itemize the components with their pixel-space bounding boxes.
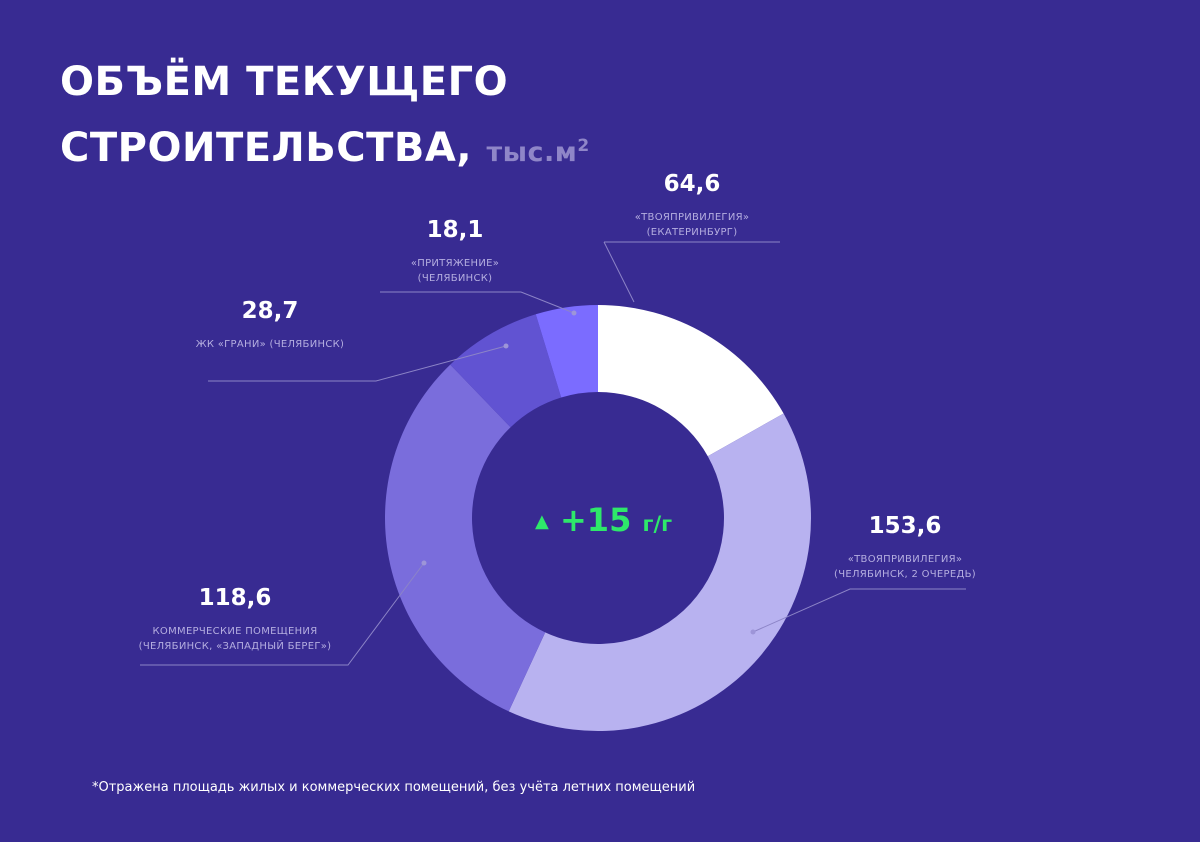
title-line-1: ОБЪЁМ ТЕКУЩЕГО [60, 59, 509, 105]
slice-name-line-2: (ЧЕЛЯБИНСК, «ЗАПАДНЫЙ БЕРЕГ») [138, 641, 332, 652]
slice-name: КОММЕРЧЕСКИЕ ПОМЕЩЕНИЯ (ЧЕЛЯБИНСК, «ЗАПА… [120, 624, 350, 654]
slice-name-line-1: «ТВОЯПРИВИЛЕГИЯ» [847, 554, 963, 565]
growth-value: +15 [559, 501, 632, 539]
growth-unit: г/г [642, 512, 673, 536]
chart-title: ОБЪЁМ ТЕКУЩЕГО СТРОИТЕЛЬСТВА, тыс.м2 [60, 50, 590, 185]
slice-name-line-1: «ПРИТЯЖЕНИЕ» [410, 258, 500, 269]
title-unit-superscript: 2 [577, 136, 590, 156]
slice-name-line-2: (ЧЕЛЯБИНСК, 2 ОЧЕРЕДЬ) [834, 569, 976, 580]
title-unit: тыс.м2 [486, 136, 590, 168]
donut-slice-2 [508, 413, 812, 731]
leader-dot-28-7 [503, 343, 509, 349]
slice-value: 118,6 [198, 585, 272, 611]
title-unit-text: тыс.м [486, 137, 578, 168]
slice-value: 18,1 [426, 217, 484, 243]
leader-line-118-6 [140, 562, 425, 666]
slice-name: ЖК «ГРАНИ» (ЧЕЛЯБИНСК) [180, 337, 360, 352]
footnote: *Отражена площадь жилых и коммерческих п… [92, 780, 696, 795]
slice-name-line-2: (ЧЕЛЯБИНСК) [417, 273, 493, 284]
slice-value: 28,7 [241, 298, 299, 324]
slice-name-line-1: «ТВОЯПРИВИЛЕГИЯ» [634, 212, 750, 223]
slice-name-line-2: (ЕКАТЕРИНБУРГ) [646, 227, 738, 238]
leader-line-28-7 [208, 345, 507, 382]
leader-line-153-6 [752, 588, 966, 633]
slice-label-118-6: 118,6 КОММЕРЧЕСКИЕ ПОМЕЩЕНИЯ (ЧЕЛЯБИНСК,… [120, 584, 350, 654]
leader-dots [421, 310, 756, 635]
leader-dot-18-1 [571, 310, 577, 316]
leader-line-18-1 [380, 291, 575, 314]
slice-name: «ТВОЯПРИВИЛЕГИЯ» (ЧЕЛЯБИНСК, 2 ОЧЕРЕДЬ) [800, 552, 1010, 582]
slice-value: 153,6 [868, 513, 942, 539]
growth-indicator: ▲ +15 г/г [535, 500, 695, 544]
leader-dot-118-6 [421, 560, 427, 566]
donut-slice-5 [535, 305, 598, 398]
title-line-2: СТРОИТЕЛЬСТВА, [60, 125, 473, 171]
leader-dot-153-6 [750, 629, 756, 635]
leader-line-64-6-connector [603, 241, 635, 303]
slice-name-line-1: КОММЕРЧЕСКИЕ ПОМЕЩЕНИЯ [152, 626, 318, 637]
slice-name: «ТВОЯПРИВИЛЕГИЯ» (ЕКАТЕРИНБУРГ) [612, 210, 772, 240]
slice-label-28-7: 28,7 ЖК «ГРАНИ» (ЧЕЛЯБИНСК) [180, 297, 360, 352]
slice-label-153-6: 153,6 «ТВОЯПРИВИЛЕГИЯ» (ЧЕЛЯБИНСК, 2 ОЧЕ… [800, 512, 1010, 582]
slice-value: 64,6 [663, 171, 721, 197]
up-triangle-icon: ▲ [535, 511, 549, 532]
slice-name-line-1: ЖК «ГРАНИ» (ЧЕЛЯБИНСК) [195, 339, 345, 350]
donut-slice-4 [450, 314, 562, 428]
donut-slices [385, 305, 812, 731]
leader-lines [140, 241, 966, 666]
slice-name: «ПРИТЯЖЕНИЕ» (ЧЕЛЯБИНСК) [380, 256, 530, 286]
slice-label-64-6: 64,6 «ТВОЯПРИВИЛЕГИЯ» (ЕКАТЕРИНБУРГ) [612, 170, 772, 240]
slice-label-18-1: 18,1 «ПРИТЯЖЕНИЕ» (ЧЕЛЯБИНСК) [380, 216, 530, 286]
donut-slice-1 [598, 305, 784, 457]
donut-slice-3 [385, 364, 546, 712]
